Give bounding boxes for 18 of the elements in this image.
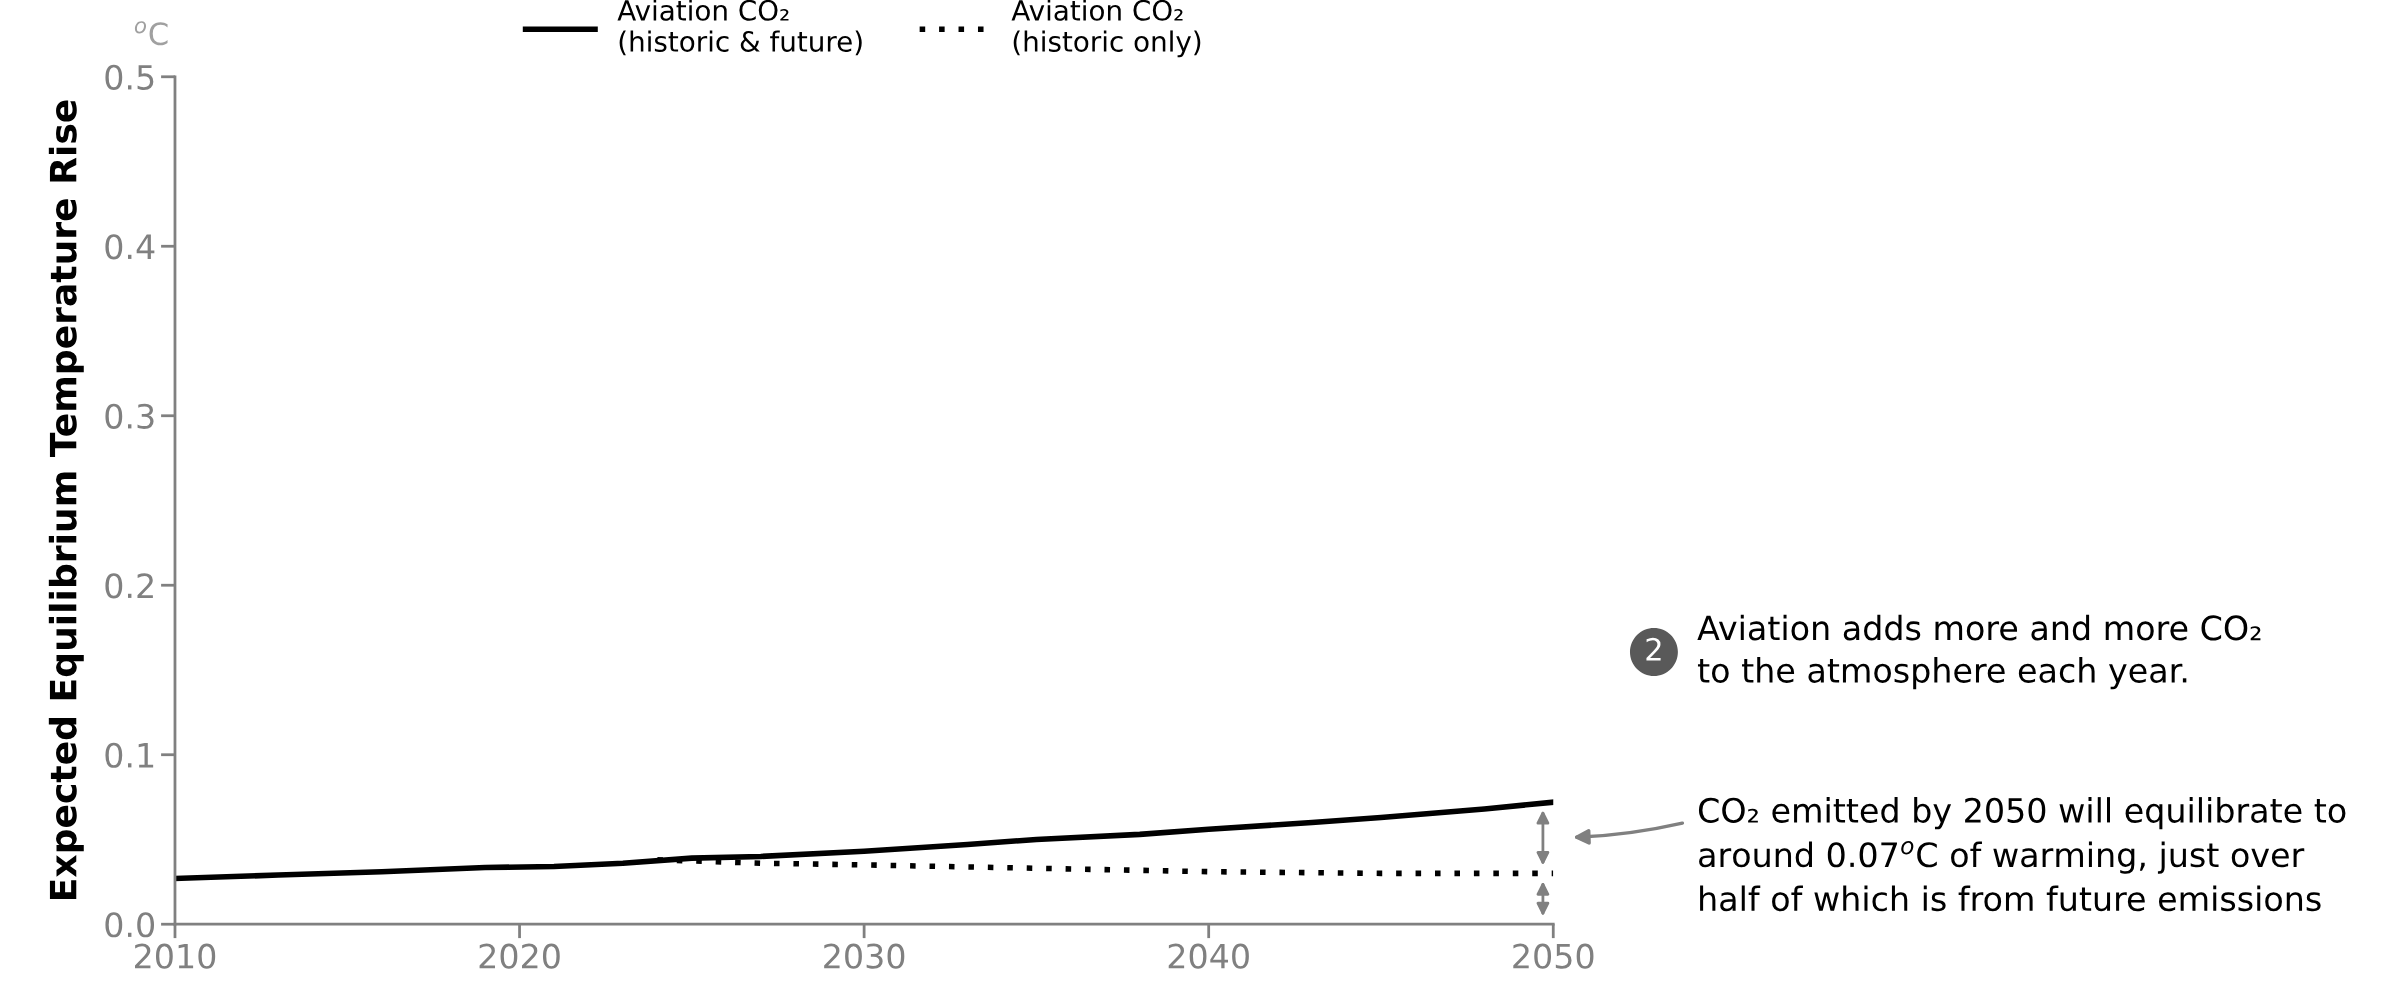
y-tick-label: 0.5 [105,64,154,90]
legend-label: Aviation CO₂ (historic only) [1011,0,1201,58]
y-axis-title: Expected Equilibrium Temperature Rise [48,100,84,900]
y-tick-label: 0.1 [105,742,154,768]
y-tick-label: 0.3 [105,403,154,429]
text: CO₂ emitted by 2050 will equilibrate to around 0.07$^{o}$C of warming, just over half of which is from future emissions [1698,797,2346,912]
text: Aviation adds more and more CO₂ to the atmosphere each year. [1697,614,2261,690]
y-tick-label: 0.4 [105,234,155,260]
y-tick-label: 0.2 [105,573,153,599]
x-tick-label: 2030 [824,943,905,969]
y-tick-label: 0.0 [105,912,155,938]
x-tick-label: 2020 [479,943,560,969]
text: $^{o}$C [134,21,168,46]
x-tick-label: 2040 [1168,943,1249,969]
x-tick-label: 2050 [1513,943,1594,969]
x-tick-label: 2010 [135,943,216,969]
legend-label: Aviation CO₂ (historic & future) [617,0,862,56]
text: 2 [1646,637,1661,661]
